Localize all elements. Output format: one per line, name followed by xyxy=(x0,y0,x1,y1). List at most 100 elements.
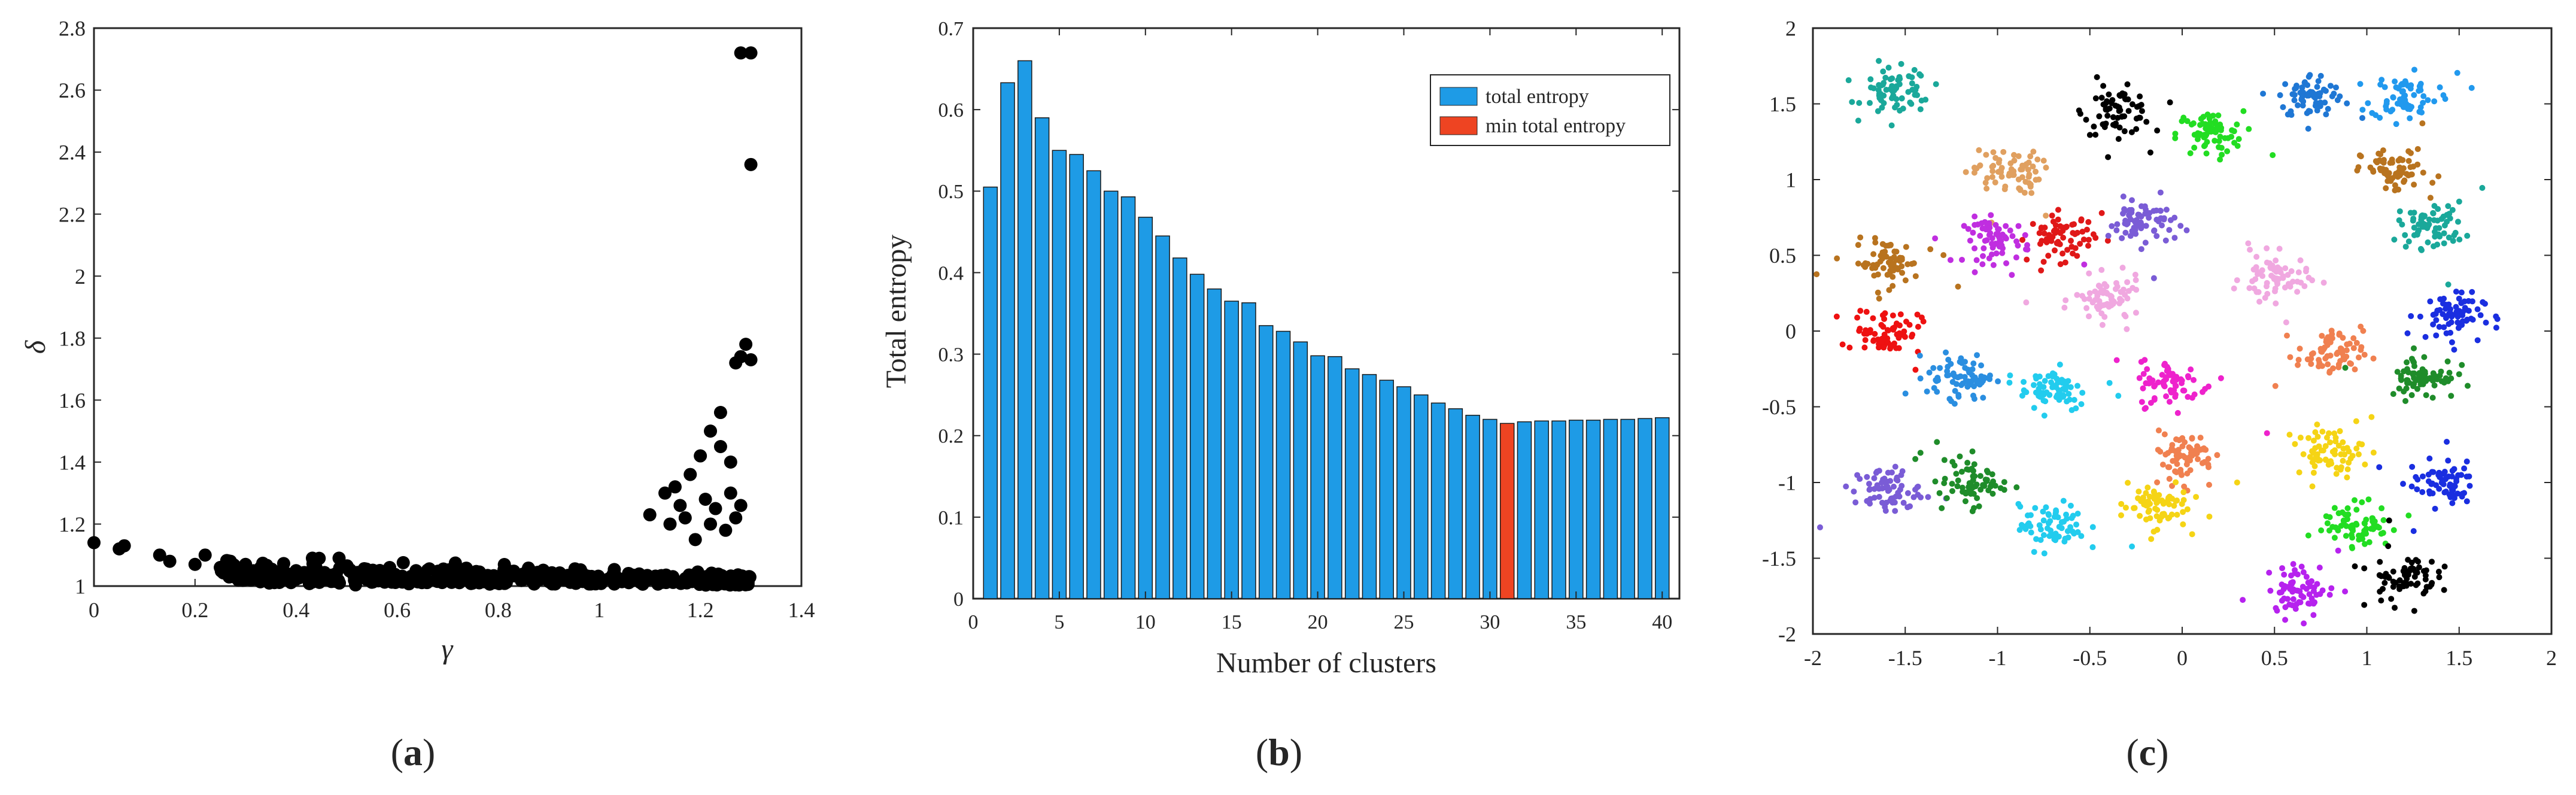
panel-c-data-point xyxy=(1876,494,1882,500)
panel-c-data-point xyxy=(2323,435,2330,441)
panel-c-data-point xyxy=(2056,362,2063,368)
panel-c-data-point xyxy=(1999,250,2006,256)
panel-c-data-point xyxy=(2081,296,2088,302)
panel-c-data-point xyxy=(2402,398,2409,404)
panel-c-data-point xyxy=(1980,395,1986,401)
panel-c-data-point xyxy=(2314,84,2320,90)
panel-a-data-point xyxy=(498,568,512,582)
panel-c-data-point xyxy=(2006,172,2012,179)
panel-c-data-point xyxy=(2077,241,2083,247)
panel-c-data-point xyxy=(2347,524,2354,531)
panel-c-data-point xyxy=(2045,520,2052,527)
panel-c-data-point xyxy=(2148,536,2155,542)
panel-a-data-point-outlier xyxy=(87,536,101,550)
panel-c-data-point xyxy=(1885,327,1892,333)
panel-c-data-point xyxy=(2309,89,2316,96)
panel-b-bar xyxy=(1430,402,1446,599)
panel-c-data-point xyxy=(2177,223,2184,229)
panel-c-data-point xyxy=(2414,486,2420,493)
panel-c-data-point xyxy=(1857,326,1863,332)
panel-c-data-point xyxy=(2250,266,2257,273)
panel-c-data-point xyxy=(2356,534,2363,541)
panel-c-data-point xyxy=(2070,250,2076,257)
panel-c-data-point xyxy=(1878,82,1885,89)
panel-c-data-point xyxy=(2449,468,2456,474)
panel-c-data-point xyxy=(2376,464,2383,471)
panel-c-data-point xyxy=(2305,125,2311,132)
panel-c-data-point xyxy=(2400,165,2407,172)
panel-c-data-point xyxy=(2074,383,2081,389)
panel-c-data-point xyxy=(1969,378,1975,384)
panel-c-data-point xyxy=(1904,490,1911,496)
panel-c-data-point xyxy=(2076,107,2082,114)
panel-c-data-point xyxy=(1871,475,1878,481)
panel-b-y-tick-label: 0.3 xyxy=(938,344,964,366)
panel-c-data-point xyxy=(2168,387,2174,394)
panel-c-data-point xyxy=(2161,215,2167,221)
panel-c-data-point xyxy=(2446,234,2452,241)
panel-c-data-point xyxy=(1813,271,1820,278)
panel-a-data-point-outlier xyxy=(734,499,748,512)
panel-c-data-point xyxy=(2105,154,2112,160)
panel-c-data-point xyxy=(1969,466,1975,472)
panel-c-data-point xyxy=(2410,217,2416,224)
panel-c-data-point xyxy=(2021,189,2028,196)
panel-c-data-point xyxy=(2411,66,2417,73)
panel-c-data-point xyxy=(2417,108,2423,115)
panel-c-data-point xyxy=(1924,388,1930,395)
panel-c-data-point xyxy=(1906,73,1912,80)
panel-c-data-point xyxy=(2245,240,2252,247)
panel-c-data-point xyxy=(2276,245,2283,252)
panel-c-data-point xyxy=(2344,474,2350,481)
panel-c-data-point xyxy=(1946,396,1953,402)
panel-c-data-point xyxy=(2146,501,2152,508)
panel-a-data-point-outlier xyxy=(643,508,657,521)
panel-b-x-tick-label: 5 xyxy=(1054,611,1064,633)
panel-c-data-point xyxy=(1918,314,1925,321)
panel-c-data-point xyxy=(2405,238,2412,245)
panel-c-data-point xyxy=(2079,390,2086,396)
panel-c-data-point xyxy=(2172,131,2179,137)
panel-c-data-point xyxy=(2071,397,2077,403)
panel-c-data-point xyxy=(1918,494,1924,500)
panel-c-data-point xyxy=(2099,321,2106,328)
panel-c-data-point xyxy=(1871,272,1878,279)
panel-c-data-point xyxy=(2396,385,2402,392)
panel-c-data-point xyxy=(2317,345,2324,352)
panel-c-data-point xyxy=(2429,180,2436,186)
panel-c-data-point xyxy=(2235,136,2242,142)
panel-c-data-point xyxy=(2074,529,2081,535)
panel-c-data-point xyxy=(2281,571,2288,578)
panel-c-data-point xyxy=(2404,575,2410,582)
panel-b-bar xyxy=(1362,374,1377,599)
panel-c-data-point xyxy=(1927,246,1934,253)
panel-c-data-point xyxy=(1973,481,1980,488)
panel-c-data-point xyxy=(1941,457,1948,463)
panel-c-data-point xyxy=(2353,339,2360,346)
panel-c-data-point xyxy=(1914,311,1921,318)
panel-c-data-point xyxy=(2363,517,2370,523)
panel-c-data-point xyxy=(2033,536,2040,542)
panel-c-data-point xyxy=(1857,308,1864,314)
panel-c-data-point xyxy=(1869,265,1876,271)
panel-c-data-point xyxy=(2256,298,2263,305)
panel-c-data-point xyxy=(1988,212,1994,219)
panel-a-data-point xyxy=(464,566,478,580)
panel-c-data-point xyxy=(2307,72,2313,78)
panel-a-y-tick-label: 1.4 xyxy=(59,450,86,474)
panel-c-data-point xyxy=(2430,210,2437,217)
panel-c-data-point xyxy=(2274,264,2281,271)
panel-c-data-point xyxy=(1843,483,1849,490)
panel-c-data-point xyxy=(2133,309,2139,316)
panel-c-data-point xyxy=(2403,385,2410,392)
panel-c-data-point xyxy=(2398,372,2404,379)
panel-c-data-point xyxy=(2386,517,2392,524)
panel-c-data-point xyxy=(1893,345,1900,351)
panel-c-caption: (c) xyxy=(2126,731,2168,773)
panel-c-data-point xyxy=(2013,238,2020,245)
panel-c-data-point xyxy=(2363,526,2370,532)
panel-c-data-point xyxy=(2212,138,2218,144)
panel-c-data-point xyxy=(1876,486,1882,492)
panel-a-data-point-outlier xyxy=(254,560,268,574)
panel-c-data-point xyxy=(2307,583,2313,590)
